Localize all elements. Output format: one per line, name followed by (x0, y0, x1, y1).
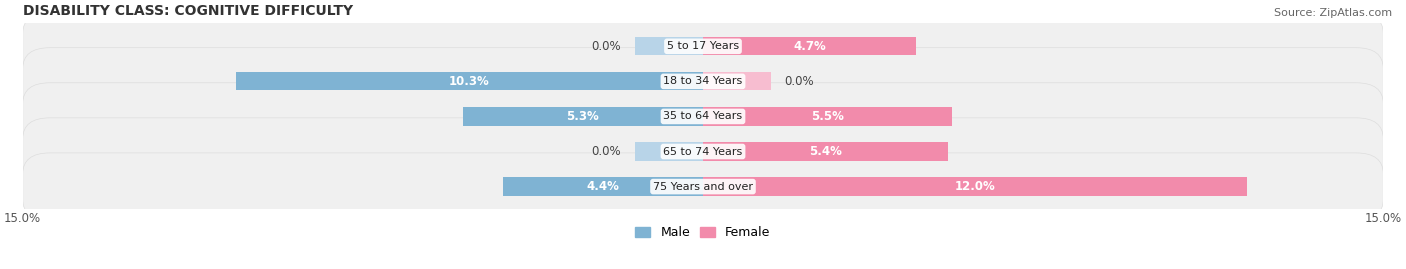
Text: 5.5%: 5.5% (811, 110, 844, 123)
Bar (236, 72, 703, 90)
Text: 0.0%: 0.0% (785, 75, 814, 88)
Bar (703, 72, 770, 90)
Text: 0.0%: 0.0% (592, 145, 621, 158)
Bar (703, 37, 917, 55)
Bar (463, 107, 703, 126)
Text: 12.0%: 12.0% (955, 180, 995, 193)
Text: 75 Years and over: 75 Years and over (652, 182, 754, 192)
FancyBboxPatch shape (22, 13, 1384, 80)
Text: 35 to 64 Years: 35 to 64 Years (664, 111, 742, 121)
Text: 5.3%: 5.3% (567, 110, 599, 123)
Text: DISABILITY CLASS: COGNITIVE DIFFICULTY: DISABILITY CLASS: COGNITIVE DIFFICULTY (22, 4, 353, 18)
Text: 10.3%: 10.3% (449, 75, 489, 88)
Bar (703, 142, 948, 161)
FancyBboxPatch shape (22, 48, 1384, 115)
Bar (703, 107, 952, 126)
Text: 5.4%: 5.4% (808, 145, 842, 158)
FancyBboxPatch shape (22, 153, 1384, 220)
FancyBboxPatch shape (22, 83, 1384, 150)
Text: 65 to 74 Years: 65 to 74 Years (664, 147, 742, 157)
Legend: Male, Female: Male, Female (630, 221, 776, 244)
Text: Source: ZipAtlas.com: Source: ZipAtlas.com (1274, 8, 1392, 18)
Bar (503, 178, 703, 196)
Text: 0.0%: 0.0% (592, 40, 621, 53)
FancyBboxPatch shape (22, 118, 1384, 185)
Text: 4.4%: 4.4% (586, 180, 620, 193)
Text: 4.7%: 4.7% (793, 40, 825, 53)
Bar (636, 37, 703, 55)
Bar (703, 178, 1247, 196)
Text: 5 to 17 Years: 5 to 17 Years (666, 41, 740, 51)
Bar (636, 142, 703, 161)
Text: 18 to 34 Years: 18 to 34 Years (664, 76, 742, 86)
